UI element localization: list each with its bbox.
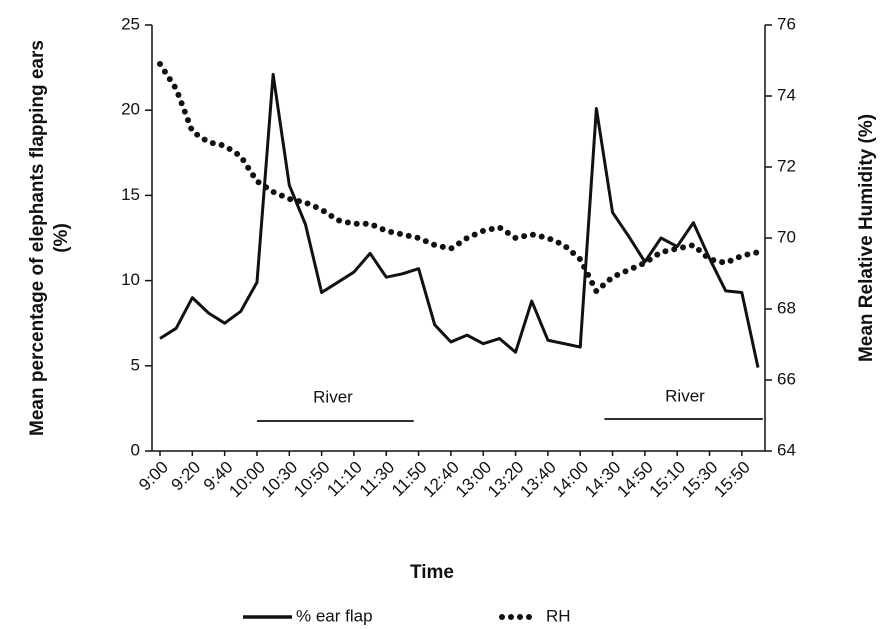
y-tick-label: 20 <box>121 100 140 119</box>
x-tick-label: 10:50 <box>290 458 334 502</box>
x-tick-label: 13:20 <box>484 458 528 502</box>
x-tick-label: 13:40 <box>516 458 560 502</box>
legend-label: % ear flap <box>296 606 373 625</box>
x-tick-label: 15:30 <box>678 458 722 502</box>
y2-tick-label: 64 <box>777 440 796 459</box>
y-tick-label: 15 <box>121 185 140 204</box>
annotation: River <box>665 386 705 405</box>
y2-axis-title: Mean Relative Humidity (%) <box>856 114 877 362</box>
y-axis-title: Mean percentage of elephants flapping ea… <box>27 40 48 436</box>
y-tick-label: 10 <box>121 270 140 289</box>
y-tick-label: 0 <box>131 440 140 459</box>
x-tick-label: 9:00 <box>135 458 172 495</box>
x-tick-label: 11:30 <box>356 458 399 501</box>
x-tick-label: 14:00 <box>549 458 593 502</box>
x-axis-title: Time <box>410 562 454 583</box>
x-tick-label: 13:00 <box>452 458 496 502</box>
y2-tick-label: 68 <box>777 298 796 317</box>
x-tick-label: 12:40 <box>419 458 463 502</box>
x-tick-label: 14:50 <box>613 458 657 502</box>
x-tick-label: 15:50 <box>710 458 754 502</box>
y-tick-label: 25 <box>121 14 140 33</box>
series-line <box>157 61 761 297</box>
y2-tick-label: 76 <box>777 14 796 33</box>
x-tick-label: 10:30 <box>258 458 302 502</box>
x-tick-label: 15:10 <box>646 458 690 502</box>
legend-label: RH <box>546 606 571 625</box>
y2-tick-label: 66 <box>777 369 796 388</box>
x-tick-label: 14:30 <box>581 458 625 502</box>
x-tick-label: 10:00 <box>225 458 269 502</box>
y2-tick-label: 72 <box>777 156 796 175</box>
annotation: River <box>313 387 353 406</box>
y-tick-label: 5 <box>131 355 140 374</box>
x-tick-label: 9:20 <box>167 458 204 495</box>
y2-tick-label: 70 <box>777 227 796 246</box>
series-line <box>159 72 760 368</box>
x-tick-label: 11:10 <box>323 458 366 501</box>
y-axis-title: (%) <box>51 223 72 253</box>
y2-tick-label: 74 <box>777 85 796 104</box>
